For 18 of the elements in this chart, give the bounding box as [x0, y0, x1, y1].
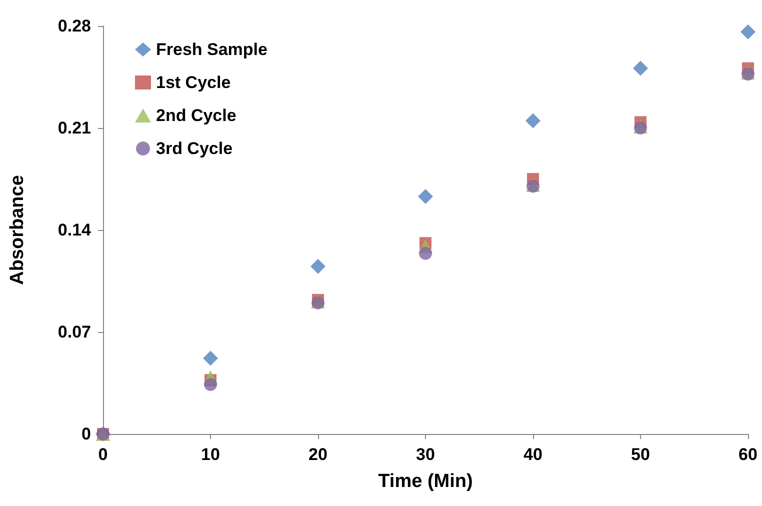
y-tick-label: 0.14 [58, 220, 92, 240]
x-tick-label: 20 [308, 445, 328, 464]
x-tick-label: 30 [416, 445, 435, 464]
x-tick-label: 40 [524, 445, 542, 464]
y-tick-label: 0 [82, 424, 91, 444]
x-tick-label: 60 [738, 445, 758, 464]
legend-label: 3rd Cycle [156, 139, 233, 158]
x-tick-label: 50 [631, 445, 650, 464]
x-tick-label: 10 [201, 445, 220, 464]
legend-label: 2nd Cycle [156, 106, 236, 125]
x-axis-title: Time (Min) [378, 471, 473, 492]
x-tick-label: 0 [98, 445, 108, 464]
y-tick-label: 0.21 [58, 118, 91, 138]
legend-label: Fresh Sample [156, 40, 268, 59]
legend-label: 1st Cycle [156, 73, 231, 92]
y-tick-label: 0.07 [58, 322, 91, 342]
y-axis-title: Absorbance [7, 175, 28, 285]
y-tick-label: 0.28 [58, 16, 91, 36]
